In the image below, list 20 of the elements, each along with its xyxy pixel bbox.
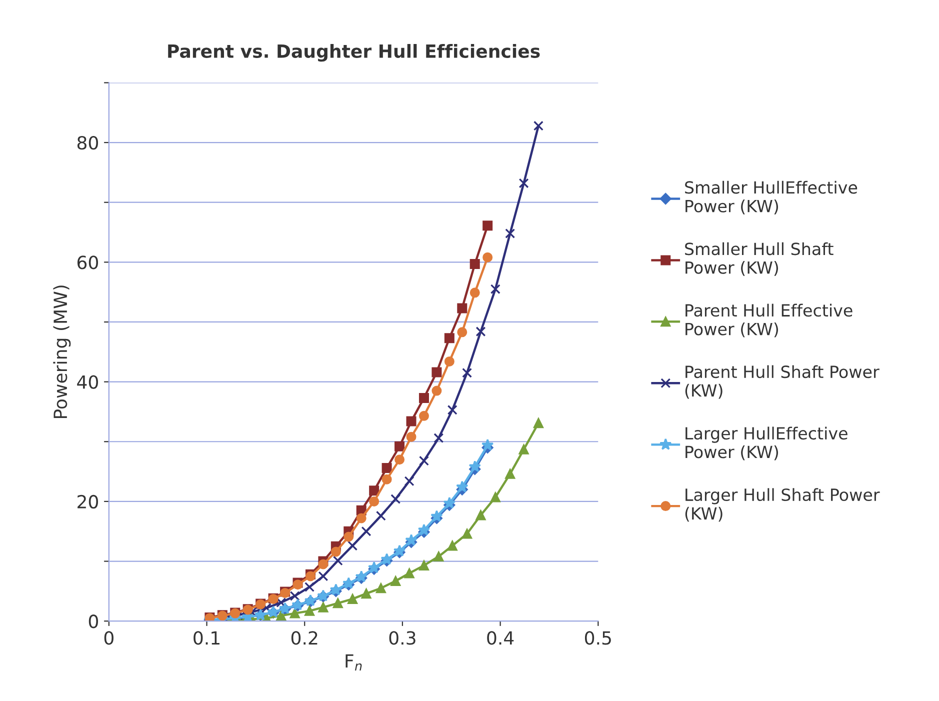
- chart-title: Parent vs. Daughter Hull Efficiencies: [168, 44, 540, 62]
- legend-label: Larger Hull Shaft Power (KW): [685, 488, 880, 522]
- y-tick-label: 20: [78, 494, 98, 509]
- x-tick-label: 0.4: [487, 631, 514, 645]
- x-tick-label: 0.2: [291, 631, 318, 645]
- x-axis-title: F$_{n}$: [346, 654, 362, 671]
- x-tick-label: 0.5: [584, 631, 611, 645]
- legend-label: Smaller HullEffective Power (KW): [685, 180, 858, 214]
- y-tick-label: 40: [77, 375, 98, 389]
- x-tick-label: 0.3: [389, 631, 416, 645]
- legend-label: Smaller Hull Shaft Power (KW): [685, 242, 834, 276]
- legend-label: Larger HullEffective Power (KW): [686, 426, 848, 460]
- y-axis-title: Powering (MW): [53, 286, 71, 418]
- x-tick-label: 0: [104, 631, 114, 645]
- x-tick-label: 0.1: [194, 631, 220, 645]
- legend-label: Parent Hull Effective Power (KW): [686, 304, 852, 338]
- y-tick-label: 60: [77, 256, 98, 270]
- y-tick-label: 0: [88, 614, 98, 628]
- y-tick-label: 80: [77, 136, 98, 150]
- legend-label: Parent Hull Shaft Power (KW): [685, 365, 880, 399]
